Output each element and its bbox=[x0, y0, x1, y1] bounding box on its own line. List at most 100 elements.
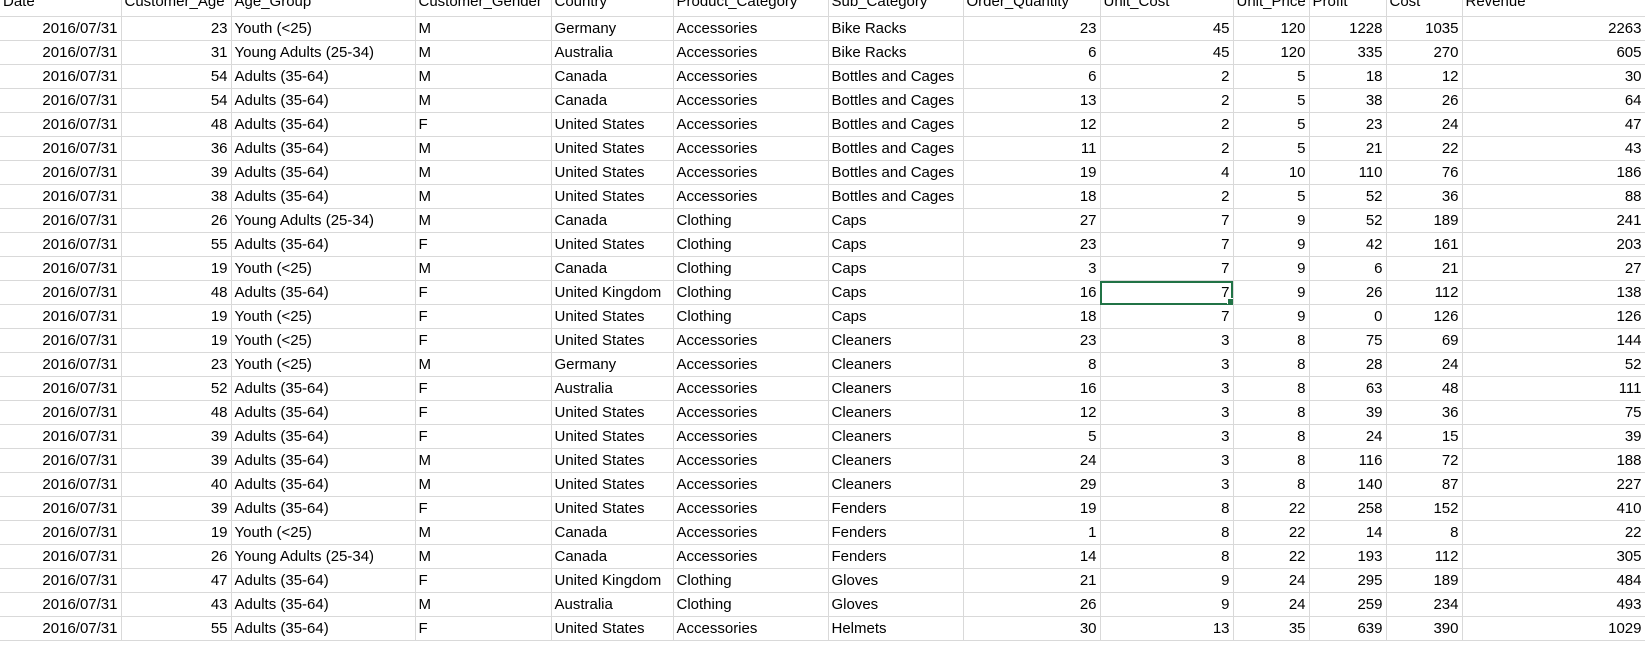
cell-cost[interactable]: 112 bbox=[1386, 280, 1463, 305]
cell-cost[interactable]: 152 bbox=[1386, 496, 1463, 521]
cell-sub-category[interactable]: Bike Racks bbox=[828, 16, 964, 41]
cell-unit-price[interactable]: 35 bbox=[1233, 616, 1310, 641]
cell-customer-age[interactable]: 55 bbox=[121, 616, 232, 641]
cell-date[interactable]: 2016/07/31 bbox=[0, 136, 122, 161]
cell-sub-category[interactable]: Cleaners bbox=[828, 400, 964, 425]
cell-unit-price[interactable]: 8 bbox=[1233, 424, 1310, 449]
cell-unit-cost[interactable]: 2 bbox=[1100, 184, 1234, 209]
cell-country[interactable]: Australia bbox=[551, 40, 674, 65]
cell-date[interactable]: 2016/07/31 bbox=[0, 304, 122, 329]
cell-order-quantity[interactable]: 1 bbox=[963, 520, 1101, 545]
cell-product-category[interactable]: Accessories bbox=[673, 448, 829, 473]
cell-order-quantity[interactable]: 6 bbox=[963, 64, 1101, 89]
cell-profit[interactable]: 140 bbox=[1309, 472, 1387, 497]
cell-customer-age[interactable]: 39 bbox=[121, 496, 232, 521]
cell-customer-gender[interactable]: M bbox=[415, 136, 552, 161]
cell-profit[interactable]: 335 bbox=[1309, 40, 1387, 65]
cell-unit-price[interactable]: 120 bbox=[1233, 16, 1310, 41]
cell-profit[interactable]: 0 bbox=[1309, 304, 1387, 329]
cell-age-group[interactable]: Youth (<25) bbox=[231, 352, 416, 377]
cell-cost[interactable]: 87 bbox=[1386, 472, 1463, 497]
cell-profit[interactable]: 38 bbox=[1309, 88, 1387, 113]
cell-customer-gender[interactable]: M bbox=[415, 256, 552, 281]
cell-date[interactable]: 2016/07/31 bbox=[0, 16, 122, 41]
cell-age-group[interactable]: Youth (<25) bbox=[231, 520, 416, 545]
cell-revenue[interactable]: 2263 bbox=[1462, 16, 1645, 41]
cell-order-quantity[interactable]: 6 bbox=[963, 40, 1101, 65]
cell-customer-gender[interactable]: M bbox=[415, 544, 552, 569]
cell-customer-gender[interactable]: M bbox=[415, 88, 552, 113]
cell-cost[interactable]: 189 bbox=[1386, 208, 1463, 233]
cell-cost[interactable]: 72 bbox=[1386, 448, 1463, 473]
cell-age-group[interactable]: Adults (35-64) bbox=[231, 448, 416, 473]
cell-revenue[interactable]: 88 bbox=[1462, 184, 1645, 209]
cell-cost[interactable]: 161 bbox=[1386, 232, 1463, 257]
cell-unit-cost[interactable]: 2 bbox=[1100, 64, 1234, 89]
cell-date[interactable]: 2016/07/31 bbox=[0, 160, 122, 185]
cell-revenue[interactable]: 186 bbox=[1462, 160, 1645, 185]
cell-customer-gender[interactable]: M bbox=[415, 160, 552, 185]
cell-unit-cost[interactable]: 7 bbox=[1100, 208, 1234, 233]
cell-unit-price[interactable]: 9 bbox=[1233, 232, 1310, 257]
cell-unit-price[interactable]: 8 bbox=[1233, 328, 1310, 353]
cell-revenue[interactable]: 30 bbox=[1462, 64, 1645, 89]
cell-country[interactable]: Germany bbox=[551, 16, 674, 41]
cell-customer-age[interactable]: 38 bbox=[121, 184, 232, 209]
cell-profit[interactable]: 14 bbox=[1309, 520, 1387, 545]
cell-customer-gender[interactable]: F bbox=[415, 568, 552, 593]
cell-unit-cost[interactable]: 3 bbox=[1100, 352, 1234, 377]
cell-product-category[interactable]: Accessories bbox=[673, 400, 829, 425]
cell-customer-age[interactable]: 39 bbox=[121, 160, 232, 185]
cell-profit[interactable]: 28 bbox=[1309, 352, 1387, 377]
cell-date[interactable]: 2016/07/31 bbox=[0, 64, 122, 89]
cell-unit-price[interactable]: 24 bbox=[1233, 592, 1310, 617]
cell-customer-gender[interactable]: F bbox=[415, 280, 552, 305]
cell-customer-age[interactable]: 23 bbox=[121, 352, 232, 377]
fill-handle[interactable] bbox=[1226, 298, 1232, 304]
cell-sub-category[interactable]: Caps bbox=[828, 304, 964, 329]
cell-country[interactable]: United Kingdom bbox=[551, 568, 674, 593]
cell-sub-category[interactable]: Bottles and Cages bbox=[828, 112, 964, 137]
cell-unit-price[interactable]: 5 bbox=[1233, 88, 1310, 113]
cell-unit-price[interactable]: 5 bbox=[1233, 112, 1310, 137]
cell-product-category[interactable]: Accessories bbox=[673, 88, 829, 113]
cell-order-quantity[interactable]: 24 bbox=[963, 448, 1101, 473]
cell-sub-category[interactable]: Cleaners bbox=[828, 424, 964, 449]
cell-unit-price[interactable]: 22 bbox=[1233, 520, 1310, 545]
cell-country[interactable]: United States bbox=[551, 304, 674, 329]
cell-product-category[interactable]: Accessories bbox=[673, 328, 829, 353]
cell-unit-price[interactable]: 9 bbox=[1233, 304, 1310, 329]
cell-unit-cost[interactable]: 3 bbox=[1100, 472, 1234, 497]
cell-country[interactable]: United States bbox=[551, 112, 674, 137]
cell-profit[interactable]: 18 bbox=[1309, 64, 1387, 89]
cell-cost[interactable]: 22 bbox=[1386, 136, 1463, 161]
cell-order-quantity[interactable]: 11 bbox=[963, 136, 1101, 161]
cell-age-group[interactable]: Adults (35-64) bbox=[231, 616, 416, 641]
cell-customer-age[interactable]: 19 bbox=[121, 256, 232, 281]
cell-age-group[interactable]: Young Adults (25-34) bbox=[231, 208, 416, 233]
cell-revenue[interactable]: 111 bbox=[1462, 376, 1645, 401]
cell-country[interactable]: Canada bbox=[551, 520, 674, 545]
cell-unit-cost[interactable]: 2 bbox=[1100, 112, 1234, 137]
cell-customer-gender[interactable]: M bbox=[415, 40, 552, 65]
cell-cost[interactable]: 12 bbox=[1386, 64, 1463, 89]
cell-country[interactable]: Canada bbox=[551, 256, 674, 281]
cell-order-quantity[interactable]: 16 bbox=[963, 376, 1101, 401]
cell-customer-gender[interactable]: F bbox=[415, 496, 552, 521]
cell-sub-category[interactable]: Fenders bbox=[828, 496, 964, 521]
cell-profit[interactable]: 193 bbox=[1309, 544, 1387, 569]
cell-order-quantity[interactable]: 12 bbox=[963, 400, 1101, 425]
cell-product-category[interactable]: Accessories bbox=[673, 424, 829, 449]
cell-country[interactable]: Canada bbox=[551, 208, 674, 233]
cell-customer-age[interactable]: 23 bbox=[121, 16, 232, 41]
cell-country[interactable]: United States bbox=[551, 136, 674, 161]
cell-order-quantity[interactable]: 19 bbox=[963, 496, 1101, 521]
cell-unit-cost[interactable]: 2 bbox=[1100, 136, 1234, 161]
cell-customer-gender[interactable]: M bbox=[415, 592, 552, 617]
cell-revenue[interactable]: 52 bbox=[1462, 352, 1645, 377]
cell-unit-cost[interactable]: 7 bbox=[1100, 304, 1234, 329]
cell-cost[interactable]: 76 bbox=[1386, 160, 1463, 185]
cell-order-quantity[interactable]: 12 bbox=[963, 112, 1101, 137]
cell-customer-age[interactable]: 39 bbox=[121, 424, 232, 449]
cell-date[interactable]: 2016/07/31 bbox=[0, 88, 122, 113]
